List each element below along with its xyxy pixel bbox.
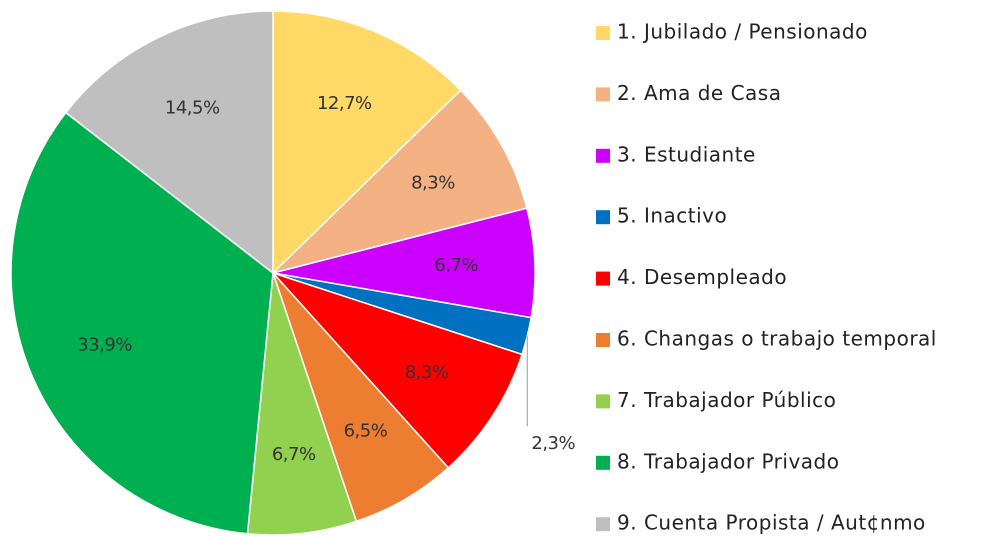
pie-slice (272, 207, 536, 319)
pie-slice (272, 10, 462, 275)
legend-label: 4. Desempleado (617, 265, 787, 289)
data-label: 6,7% (272, 444, 316, 465)
legend-label: 2. Ama de Casa (617, 81, 781, 105)
pie-slice (10, 111, 274, 535)
data-label: 8,3% (411, 172, 455, 193)
data-label: 8,3% (405, 362, 449, 383)
legend-swatch (596, 394, 610, 409)
legend-label: 6. Changas o trabajo temporal (617, 327, 937, 351)
legend-swatch (596, 517, 610, 532)
pie-slice (64, 10, 274, 275)
data-label: 12,7% (317, 93, 372, 114)
legend-swatch (596, 333, 610, 347)
data-label: 6,5% (344, 420, 388, 441)
legend-label: 7. Trabajador Público (617, 388, 836, 412)
legend-label: 9. Cuenta Propista / Aut¢nmo (617, 511, 926, 535)
pie-slice (246, 272, 358, 536)
legend-label: 1. Jubilado / Pensionado (617, 20, 868, 44)
data-label: 33,9% (77, 335, 132, 356)
data-label: 14,5% (165, 97, 220, 118)
legend-swatch (596, 87, 610, 102)
legend-label: 8. Trabajador Privado (617, 449, 839, 473)
legend-swatch (596, 271, 610, 286)
legend-swatch (596, 210, 610, 225)
legend-swatch (596, 26, 610, 40)
data-label: 2,3% (531, 433, 575, 454)
legend-label: 3. Estudiante (617, 142, 756, 166)
legend-swatch (596, 455, 610, 470)
pie-slice (270, 271, 523, 469)
legend-label: 5. Inactivo (617, 204, 727, 228)
pie-slice (270, 89, 528, 275)
legend-swatch (596, 148, 610, 163)
data-label: 6,7% (434, 255, 478, 276)
